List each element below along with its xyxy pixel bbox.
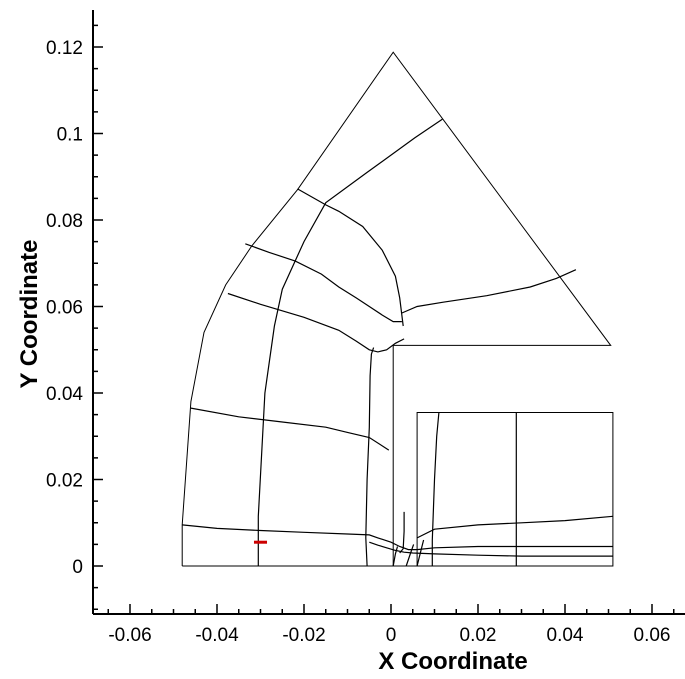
grid-line-3 xyxy=(227,292,405,353)
x-tick-label: 0.04 xyxy=(547,625,584,646)
grid-line-7 xyxy=(257,118,443,566)
grid-line-12 xyxy=(399,511,405,554)
y-tick-label: 0.12 xyxy=(46,38,83,59)
x-tick-label: 0 xyxy=(386,625,397,646)
x-tick-label: -0.06 xyxy=(108,625,151,646)
y-axis-title: Y Coordinate xyxy=(16,240,43,389)
mesh-lines xyxy=(181,51,614,567)
axes xyxy=(92,10,685,615)
y-tick-label: 0.04 xyxy=(46,384,83,405)
grid-line-14 xyxy=(392,546,399,567)
grid-line-15 xyxy=(416,539,425,567)
grid-line-16 xyxy=(369,541,613,557)
grid-line-2 xyxy=(190,407,390,451)
grid-line-11 xyxy=(416,515,613,539)
grid-line-4 xyxy=(245,243,402,323)
y-tick-label: 0.1 xyxy=(57,125,83,146)
x-tick-label: -0.04 xyxy=(195,625,239,646)
grid-line-13 xyxy=(405,544,415,567)
grid-line-6 xyxy=(401,269,577,314)
grid-line-5 xyxy=(297,188,404,327)
grid-line-8 xyxy=(365,347,375,567)
x-axis-title: X Coordinate xyxy=(378,648,527,675)
x-tick-label: 0.06 xyxy=(634,625,671,646)
outer-boundary xyxy=(181,51,614,567)
grid-line-1 xyxy=(182,524,613,551)
y-tick-label: 0 xyxy=(72,557,83,578)
x-tick-label: -0.02 xyxy=(282,625,325,646)
y-tick-label: 0.02 xyxy=(46,471,83,492)
y-tick-label: 0.06 xyxy=(46,298,83,319)
y-tick-label: 0.08 xyxy=(46,211,83,232)
y-axis-ticks: 0 0.02 0.04 0.06 0.08 0.1 0.12 xyxy=(46,24,103,610)
grid-line-9 xyxy=(431,412,440,566)
x-axis-ticks: -0.06 -0.04 -0.02 0 0.02 0.04 0.06 xyxy=(107,604,675,646)
x-tick-label: 0.02 xyxy=(460,625,497,646)
